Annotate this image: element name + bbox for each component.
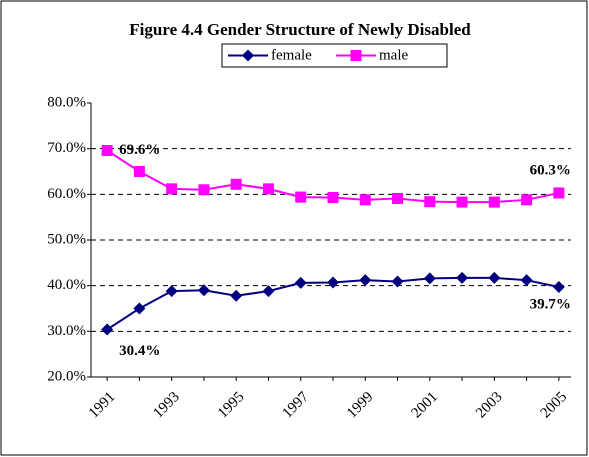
value-label: 69.6% xyxy=(119,142,160,158)
data-point xyxy=(424,196,436,208)
data-point xyxy=(133,302,146,315)
legend-marker xyxy=(242,49,254,62)
y-tick-label: 30.0% xyxy=(47,323,86,339)
data-point xyxy=(488,196,500,208)
data-point xyxy=(166,183,178,195)
legend-label: female xyxy=(271,47,312,63)
data-point xyxy=(456,271,469,284)
y-tick-label: 60.0% xyxy=(47,186,86,202)
legend-label: male xyxy=(379,47,408,63)
data-point xyxy=(197,284,210,297)
data-point xyxy=(456,196,468,208)
data-point xyxy=(262,183,274,195)
data-point xyxy=(101,323,114,336)
data-point xyxy=(359,194,371,206)
data-point xyxy=(262,285,275,298)
legend-marker xyxy=(350,50,362,61)
y-tick-label: 20.0% xyxy=(47,368,86,384)
data-point xyxy=(198,184,210,196)
data-point xyxy=(230,178,242,190)
data-point xyxy=(327,192,339,204)
y-tick-label: 50.0% xyxy=(47,231,86,247)
data-point xyxy=(165,285,178,298)
data-point xyxy=(488,271,501,284)
data-point xyxy=(101,144,113,156)
y-tick-label: 70.0% xyxy=(47,140,86,156)
value-label: 60.3% xyxy=(530,162,571,178)
data-point xyxy=(423,272,436,285)
value-label: 30.4% xyxy=(119,343,160,359)
data-point xyxy=(359,274,372,287)
data-point xyxy=(295,191,307,203)
data-point xyxy=(553,187,565,199)
data-point xyxy=(294,276,307,289)
data-point xyxy=(520,274,533,287)
y-tick-label: 80.0% xyxy=(47,94,86,110)
legend-box xyxy=(221,43,448,68)
data-point xyxy=(391,275,404,288)
data-point xyxy=(133,166,145,177)
data-point xyxy=(552,281,565,294)
data-point xyxy=(327,276,339,289)
value-label: 39.7% xyxy=(530,296,571,312)
y-tick-label: 40.0% xyxy=(47,277,86,293)
data-point xyxy=(521,194,533,206)
data-point xyxy=(230,289,243,302)
chart-title: Figure 4.4 Gender Structure of Newly Dis… xyxy=(129,20,471,39)
data-point xyxy=(392,192,404,204)
